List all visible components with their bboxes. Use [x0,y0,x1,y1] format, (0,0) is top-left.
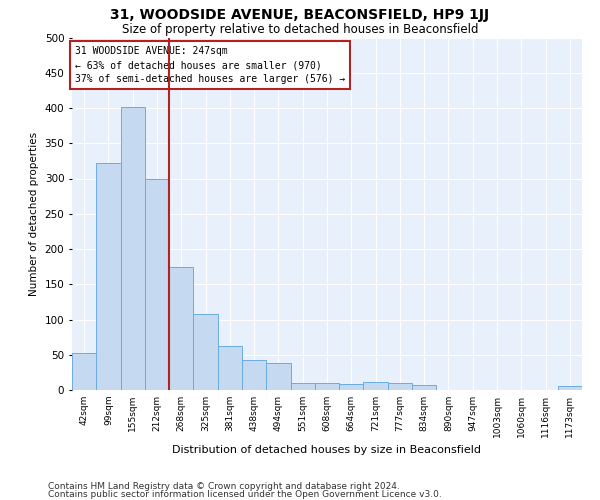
Bar [193,314,218,390]
X-axis label: Distribution of detached houses by size in Beaconsfield: Distribution of detached houses by size … [173,446,482,456]
Bar [412,385,436,390]
Text: 31 WOODSIDE AVENUE: 247sqm
← 63% of detached houses are smaller (970)
37% of sem: 31 WOODSIDE AVENUE: 247sqm ← 63% of deta… [74,46,345,84]
Bar [169,266,193,390]
Bar [315,383,339,390]
Bar [242,360,266,390]
Bar [72,354,96,390]
Bar [339,384,364,390]
Text: Contains public sector information licensed under the Open Government Licence v3: Contains public sector information licen… [48,490,442,499]
Bar [558,386,582,390]
Bar [388,383,412,390]
Bar [96,163,121,390]
Bar [290,383,315,390]
Bar [121,106,145,390]
Bar [218,346,242,390]
Text: Contains HM Land Registry data © Crown copyright and database right 2024.: Contains HM Land Registry data © Crown c… [48,482,400,491]
Bar [145,178,169,390]
Bar [364,382,388,390]
Y-axis label: Number of detached properties: Number of detached properties [29,132,39,296]
Text: Size of property relative to detached houses in Beaconsfield: Size of property relative to detached ho… [122,22,478,36]
Bar [266,363,290,390]
Text: 31, WOODSIDE AVENUE, BEACONSFIELD, HP9 1JJ: 31, WOODSIDE AVENUE, BEACONSFIELD, HP9 1… [110,8,490,22]
